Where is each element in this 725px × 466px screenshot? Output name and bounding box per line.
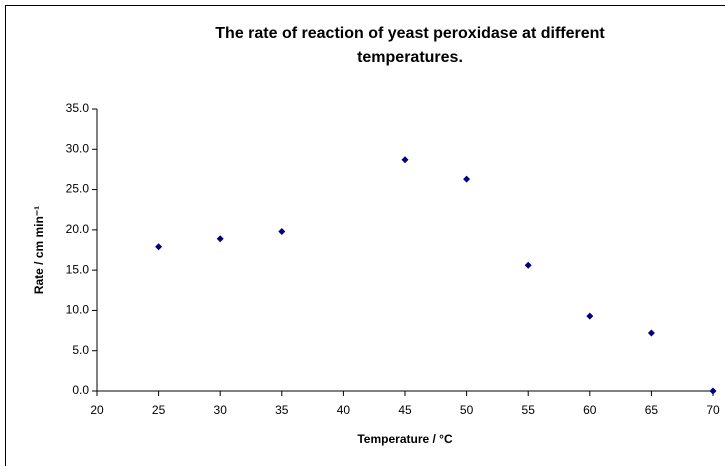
data-point xyxy=(278,227,286,235)
y-tick-label: 10.0 xyxy=(66,303,90,317)
y-tick-label: 15.0 xyxy=(66,262,90,276)
x-tick-label: 45 xyxy=(398,403,412,417)
x-tick-label: 50 xyxy=(460,403,474,417)
y-tick-label: 0.0 xyxy=(72,383,89,397)
x-tick-label: 65 xyxy=(645,403,659,417)
y-tick-label: 5.0 xyxy=(72,343,89,357)
data-point xyxy=(401,156,409,164)
chart-title: The rate of reaction of yeast peroxidase… xyxy=(215,25,605,66)
data-point xyxy=(709,387,717,395)
y-axis-label: Rate / cm min⁻¹ xyxy=(32,206,46,294)
x-tick-label: 55 xyxy=(522,403,536,417)
y-tick-label: 30.0 xyxy=(66,141,90,155)
x-tick-label: 25 xyxy=(152,403,166,417)
y-tick-label: 20.0 xyxy=(66,222,90,236)
x-tick-label: 70 xyxy=(706,403,720,417)
x-tick-label: 60 xyxy=(583,403,597,417)
data-point xyxy=(155,243,163,251)
x-tick-label: 20 xyxy=(90,403,104,417)
y-tick-label: 25.0 xyxy=(66,182,90,196)
x-axis-label: Temperature / °C xyxy=(357,432,453,446)
x-tick-label: 40 xyxy=(337,403,351,417)
x-tick-label: 30 xyxy=(214,403,228,417)
data-point xyxy=(463,175,471,183)
data-point xyxy=(647,329,655,337)
x-tick-label: 35 xyxy=(275,403,289,417)
y-tick-label: 35.0 xyxy=(66,101,90,115)
data-point xyxy=(524,261,532,269)
data-point xyxy=(216,235,224,243)
data-point xyxy=(586,312,594,320)
chart-border xyxy=(5,5,725,466)
